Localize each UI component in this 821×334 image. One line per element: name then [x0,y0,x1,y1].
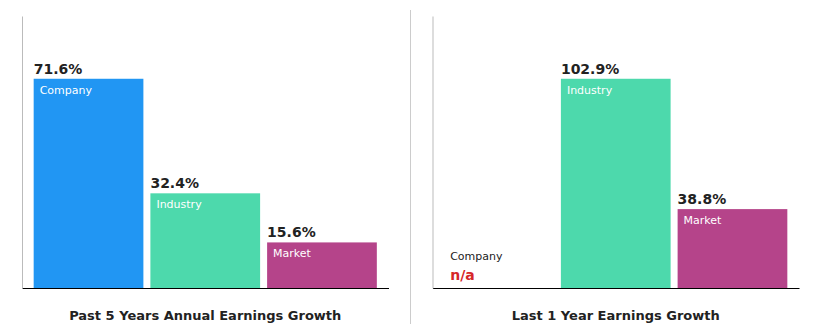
panel: 102.9% 38.8% Industry Market Company n/a [433,17,800,289]
axis-line [433,17,434,289]
chart-canvas: 71.6% 32.4% 15.6% Company Industry Market Past… [0,0,821,334]
bars [561,79,787,288]
panel: 71.6% 32.4% 15.6% Company Industry Market [23,17,390,289]
bar [267,242,377,288]
category-label: Market [273,247,311,260]
value-label: 15.6% [267,224,316,240]
bars [34,79,377,288]
x-axis [433,288,800,289]
value-label: 71.6% [34,61,83,77]
axis-line [22,17,23,289]
bar [34,79,144,288]
value-label: n/a [450,267,475,283]
x-axis [23,288,390,289]
category-label: Market [684,214,722,227]
category-label: Industry [567,84,613,97]
category-label: Company [40,84,93,97]
bar [561,79,671,288]
axis-line [433,288,800,289]
chart-title: Past 5 Years Annual Earnings Growth [69,308,341,323]
axis-line [23,288,390,289]
value-label: 32.4% [150,175,199,191]
value-label: 102.9% [561,61,619,77]
category-label: Company [450,250,503,263]
category-label: Industry [156,198,202,211]
y-axis [433,17,434,289]
chart-title: Last 1 Year Earnings Growth [512,308,720,323]
value-label: 38.8% [678,191,727,207]
separator [410,10,411,324]
y-axis [22,17,23,289]
bar [150,193,260,288]
bar [678,209,788,288]
